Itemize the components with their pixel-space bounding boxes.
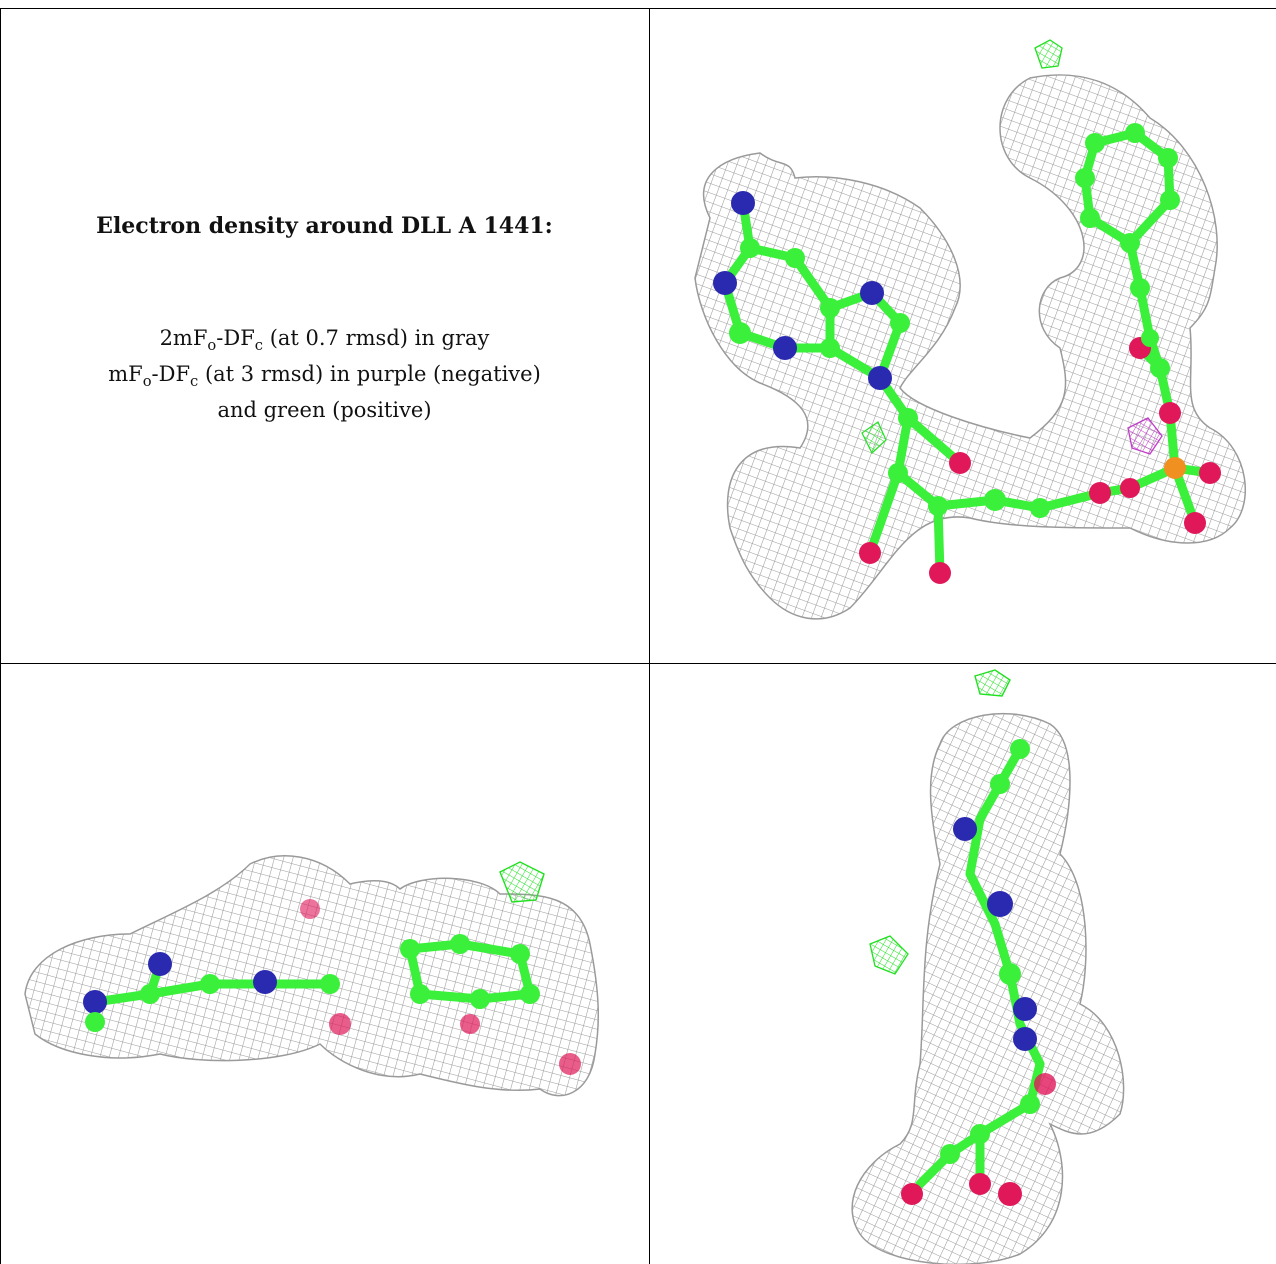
density-mesh-2fofc [24, 855, 599, 1097]
molecule-render-end [851, 669, 1125, 1264]
density-mesh-2fofc [851, 712, 1125, 1264]
legend-line-fofc: mFo-DFc (at 3 rmsd) in purple (negative) [108, 362, 541, 391]
positive-density-blob [974, 669, 1011, 697]
density-mesh-2fofc [694, 74, 1247, 620]
caption-legend: 2mFo-DFc (at 0.7 rmsd) in gray mFo-DFc (… [0, 324, 649, 425]
negative-density-blob [1127, 417, 1163, 455]
caption-cell: Electron density around DLL A 1441: 2mFo… [0, 8, 649, 663]
legend-line-2fofc: 2mFo-DFc (at 0.7 rmsd) in gray [159, 326, 490, 355]
positive-density-blob [869, 935, 909, 975]
molecule-render-side [24, 855, 599, 1097]
atoms [713, 123, 1221, 584]
atoms [901, 739, 1056, 1206]
density-view-front [650, 8, 1276, 663]
positive-density-blob [861, 421, 887, 454]
caption-title: Electron density around DLL A 1441: [96, 213, 553, 239]
positive-density-blob [499, 861, 545, 903]
legend-line-positive: and green (positive) [217, 398, 432, 423]
density-view-side [0, 664, 649, 1264]
positive-density-blob [1034, 39, 1063, 69]
molecule-render-front [694, 39, 1247, 620]
density-view-end [650, 664, 1276, 1264]
atoms [83, 899, 581, 1075]
